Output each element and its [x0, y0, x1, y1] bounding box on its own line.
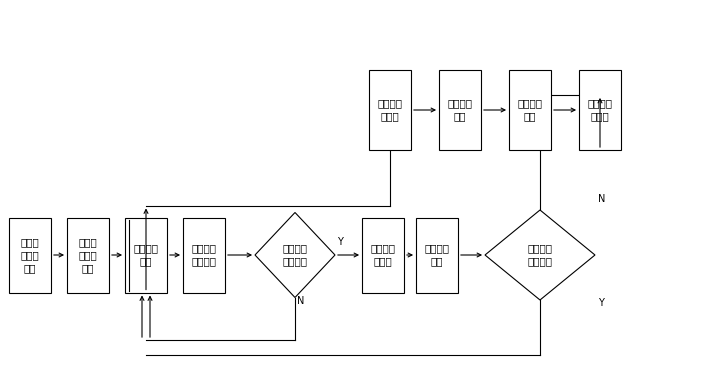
FancyBboxPatch shape [579, 70, 621, 150]
Polygon shape [485, 210, 595, 300]
Text: 是否出现
进度偏差: 是否出现 进度偏差 [283, 243, 307, 266]
FancyBboxPatch shape [67, 218, 109, 293]
Text: 进实度施
计划: 进实度施 计划 [134, 243, 158, 266]
FancyBboxPatch shape [362, 218, 404, 293]
Text: 施工进
度项目
目标: 施工进 度项目 目标 [21, 237, 39, 273]
FancyBboxPatch shape [416, 218, 458, 293]
Text: 采措取施
纠偏: 采措取施 纠偏 [518, 99, 542, 122]
Text: 确度保目
总标进: 确度保目 总标进 [377, 99, 403, 122]
Polygon shape [255, 213, 335, 298]
Text: 分及析影
原响因: 分及析影 原响因 [370, 243, 395, 266]
Text: Y: Y [598, 298, 604, 308]
FancyBboxPatch shape [183, 218, 225, 293]
FancyBboxPatch shape [439, 70, 481, 150]
Text: 调目整标
阶段: 调目整标 阶段 [448, 99, 473, 122]
FancyBboxPatch shape [125, 218, 167, 293]
FancyBboxPatch shape [509, 70, 551, 150]
Text: 能否按原
计划实施: 能否按原 计划实施 [528, 243, 552, 266]
Text: Y: Y [337, 237, 343, 247]
FancyBboxPatch shape [9, 218, 51, 293]
Text: N: N [598, 194, 605, 204]
FancyBboxPatch shape [369, 70, 411, 150]
Text: 进检度查
记比录较: 进检度查 记比录较 [192, 243, 216, 266]
Text: 施工进
度项目
计划: 施工进 度项目 计划 [79, 237, 98, 273]
Text: 采用措施
纠偏: 采用措施 纠偏 [424, 243, 450, 266]
Text: 分及析影
原响因: 分及析影 原响因 [588, 99, 612, 122]
Text: N: N [297, 296, 304, 306]
